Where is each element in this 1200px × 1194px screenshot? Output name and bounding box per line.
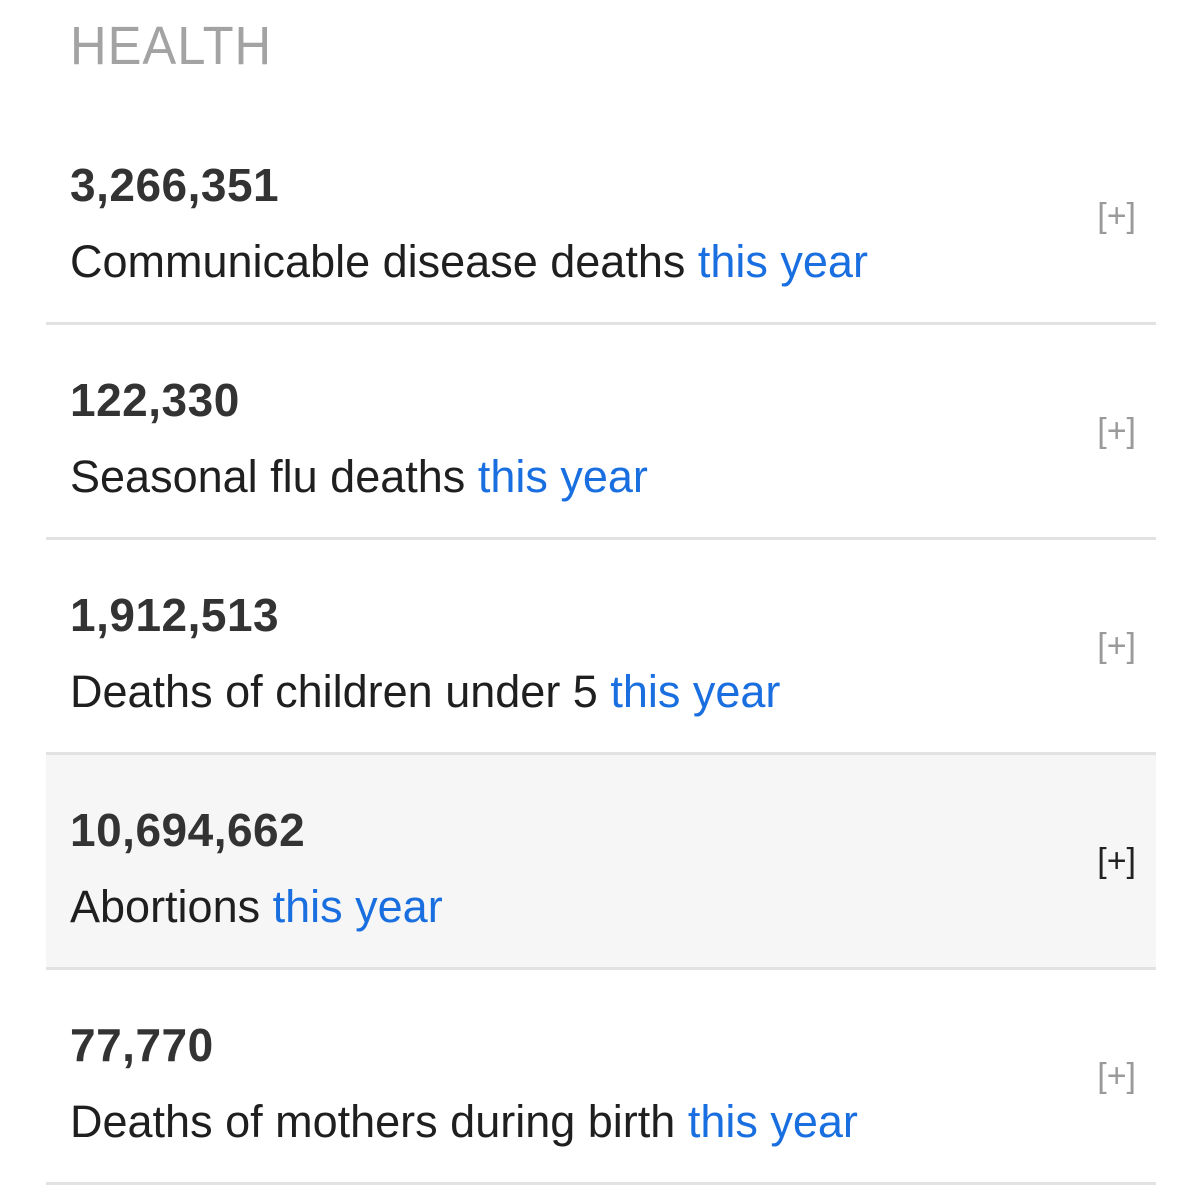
stat-label: Seasonal flu deaths this year (70, 449, 648, 505)
stat-label-text: Deaths of children under 5 (70, 666, 598, 717)
stat-period-link[interactable]: this year (610, 666, 781, 717)
stat-label: Abortions this year (70, 879, 443, 935)
stat-label-text: Communicable disease deaths (70, 236, 686, 287)
stat-label: Deaths of children under 5 this year (70, 664, 780, 720)
stat-row-seasonal-flu-deaths: 122,330 Seasonal flu deaths this year [+… (46, 325, 1156, 540)
stat-row-communicable-disease-deaths: 3,266,351 Communicable disease deaths th… (46, 110, 1156, 325)
stat-value: 10,694,662 (70, 804, 306, 856)
stat-value: 77,770 (70, 1019, 214, 1071)
expand-toggle-button[interactable]: [+] (1097, 1057, 1136, 1095)
section-title: HEALTH (70, 16, 273, 76)
stat-period-link[interactable]: this year (697, 236, 868, 287)
stat-row-abortions: 10,694,662 Abortions this year [+] (46, 755, 1156, 970)
expand-toggle-button[interactable]: [+] (1097, 412, 1136, 450)
stat-label: Communicable disease deaths this year (70, 234, 868, 290)
expand-toggle-button[interactable]: [+] (1097, 197, 1136, 235)
stat-label-text: Deaths of mothers during birth (70, 1096, 676, 1147)
stat-value: 3,266,351 (70, 159, 280, 211)
stat-label-text: Abortions (70, 881, 261, 932)
stat-row-deaths-mothers-during-birth: 77,770 Deaths of mothers during birth th… (46, 970, 1156, 1185)
expand-toggle-button[interactable]: [+] (1097, 627, 1136, 665)
stat-period-link[interactable]: this year (272, 881, 443, 932)
stat-value: 122,330 (70, 374, 240, 426)
expand-toggle-button[interactable]: [+] (1097, 842, 1136, 880)
stat-label: Deaths of mothers during birth this year (70, 1094, 858, 1150)
stats-list: 3,266,351 Communicable disease deaths th… (46, 110, 1156, 1185)
stat-period-link[interactable]: this year (687, 1096, 858, 1147)
stat-value: 1,912,513 (70, 589, 280, 641)
stat-row-deaths-children-under-5: 1,912,513 Deaths of children under 5 thi… (46, 540, 1156, 755)
stat-label-text: Seasonal flu deaths (70, 451, 466, 502)
stat-period-link[interactable]: this year (477, 451, 648, 502)
